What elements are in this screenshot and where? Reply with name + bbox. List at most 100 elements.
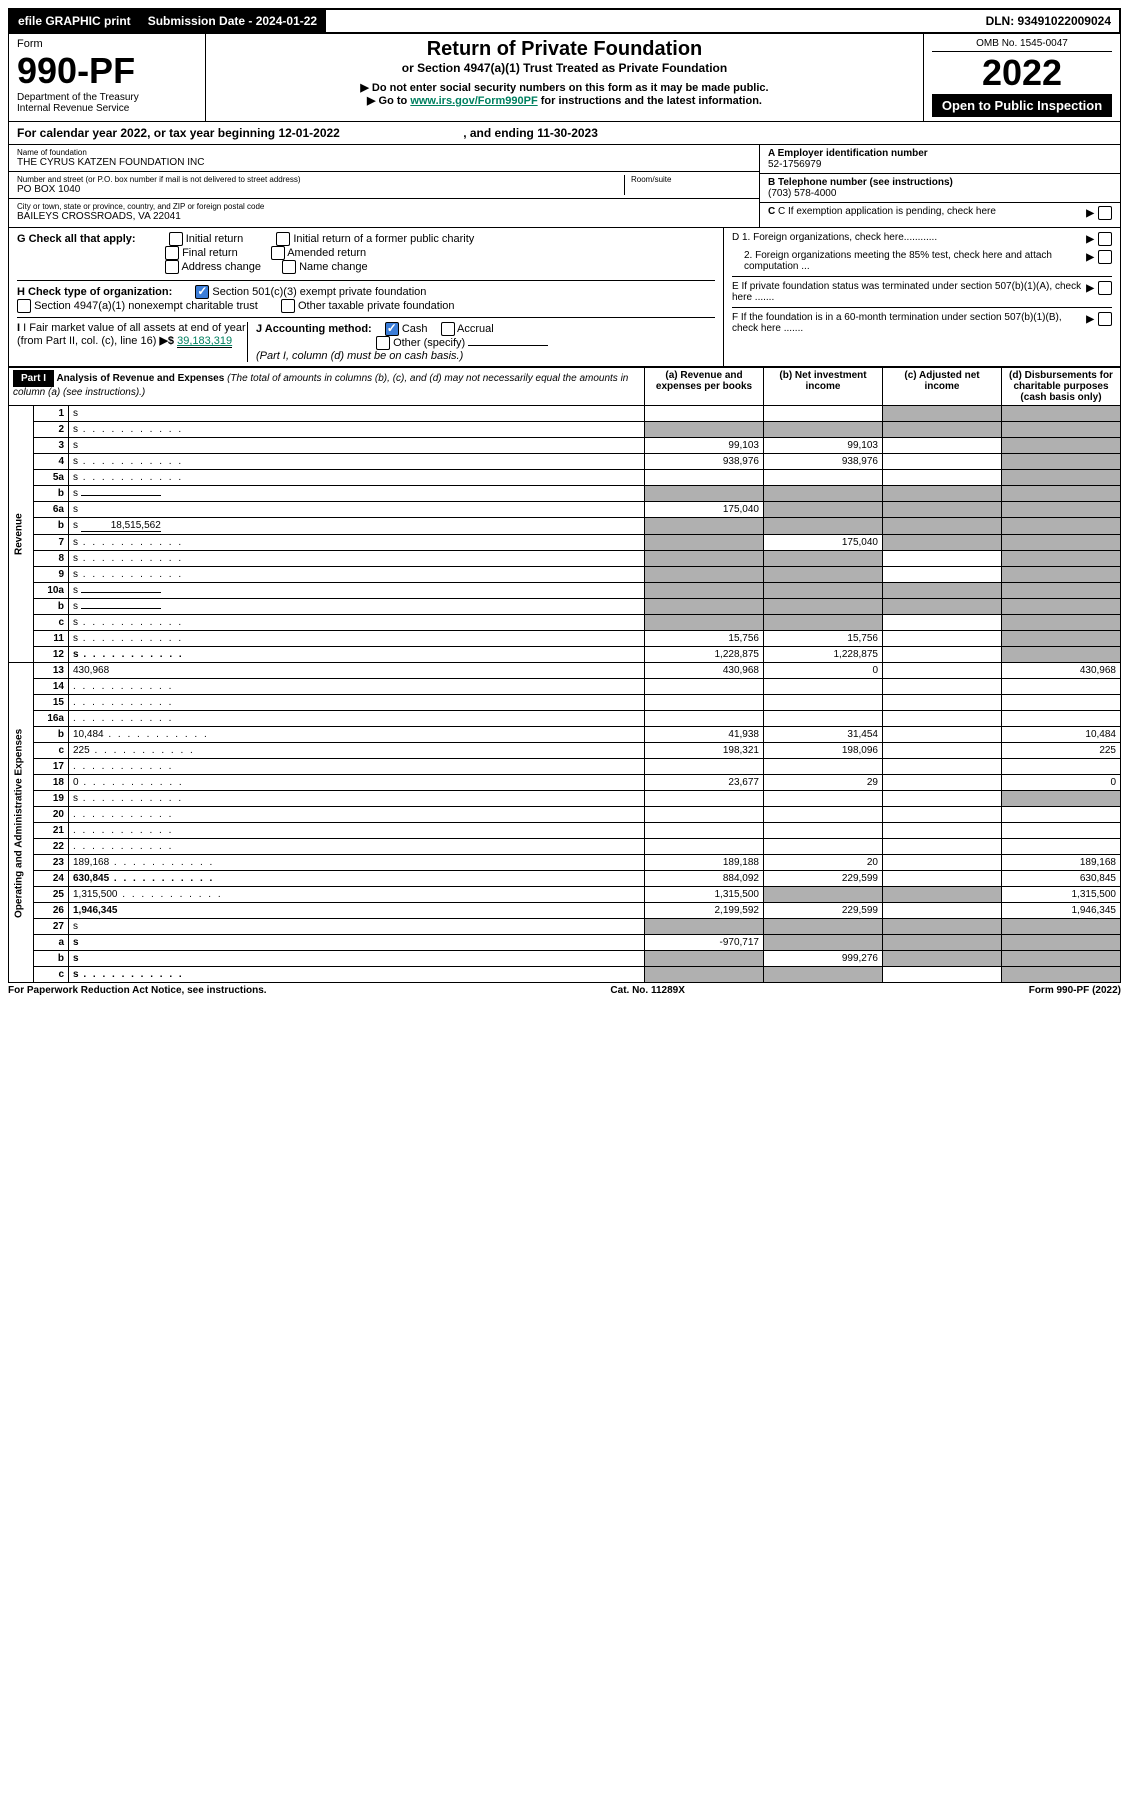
g-address-change[interactable]	[165, 260, 179, 274]
j-accrual[interactable]	[441, 322, 455, 336]
cell-b: 938,976	[764, 454, 883, 470]
cell-c	[883, 711, 1002, 727]
cell-c	[883, 967, 1002, 983]
line-description: s	[69, 502, 645, 518]
g-initial-former[interactable]	[276, 232, 290, 246]
efile-print-btn[interactable]: efile GRAPHIC print	[10, 10, 140, 32]
table-row: 22	[9, 839, 1121, 855]
d2-checkbox[interactable]	[1098, 250, 1112, 264]
table-row: 3s99,10399,103	[9, 438, 1121, 454]
revenue-vertical-label: Revenue	[9, 406, 34, 663]
cell-b	[764, 695, 883, 711]
g-opt-3: Amended return	[287, 247, 366, 259]
g-label: G Check all that apply:	[17, 233, 136, 245]
line-description	[69, 839, 645, 855]
table-row: Operating and Administrative Expenses134…	[9, 663, 1121, 679]
j-opt-1: Accrual	[457, 323, 494, 335]
goto-link[interactable]: www.irs.gov/Form990PF	[410, 95, 537, 107]
phone-label: B Telephone number (see instructions)	[768, 177, 1112, 188]
part1-table: Part I Analysis of Revenue and Expenses …	[8, 367, 1121, 983]
table-row: 11s15,75615,756	[9, 631, 1121, 647]
cell-a: 175,040	[645, 502, 764, 518]
g-initial-return[interactable]	[169, 232, 183, 246]
h-opt-1: Section 501(c)(3) exempt private foundat…	[212, 286, 426, 298]
line-number: 15	[34, 695, 69, 711]
cell-c	[883, 775, 1002, 791]
cell-a: 430,968	[645, 663, 764, 679]
ein-label: A Employer identification number	[768, 148, 1112, 159]
cell-d	[1002, 791, 1121, 807]
d1-checkbox[interactable]	[1098, 232, 1112, 246]
line-number: 25	[34, 887, 69, 903]
cell-a: -970,717	[645, 935, 764, 951]
line-number: 6a	[34, 502, 69, 518]
line-number: c	[34, 967, 69, 983]
city-label: City or town, state or province, country…	[17, 202, 751, 211]
line-description: 225	[69, 743, 645, 759]
cell-c	[883, 951, 1002, 967]
cell-a	[645, 695, 764, 711]
submission-date: Submission Date - 2024-01-22	[140, 10, 326, 32]
f-label: F If the foundation is in a 60-month ter…	[732, 312, 1086, 334]
f-checkbox[interactable]	[1098, 312, 1112, 326]
cell-d	[1002, 967, 1121, 983]
table-row: 19s	[9, 791, 1121, 807]
cell-d	[1002, 599, 1121, 615]
h-501c3[interactable]	[195, 285, 209, 299]
line-number: 5a	[34, 470, 69, 486]
table-row: 24630,845884,092229,599630,845	[9, 871, 1121, 887]
cell-d	[1002, 839, 1121, 855]
cell-a	[645, 567, 764, 583]
check-section: G Check all that apply: Initial return I…	[8, 228, 1121, 367]
cell-a: 99,103	[645, 438, 764, 454]
table-row: 27s	[9, 919, 1121, 935]
g-final-return[interactable]	[165, 246, 179, 260]
cell-b	[764, 502, 883, 518]
g-name-change[interactable]	[282, 260, 296, 274]
cell-d	[1002, 422, 1121, 438]
table-row: 16a	[9, 711, 1121, 727]
cell-a	[645, 422, 764, 438]
line-number: 16a	[34, 711, 69, 727]
table-row: Revenue1s	[9, 406, 1121, 422]
line-number: 2	[34, 422, 69, 438]
g-amended-return[interactable]	[271, 246, 285, 260]
cell-d	[1002, 679, 1121, 695]
line-description: s	[69, 486, 645, 502]
line-number: 18	[34, 775, 69, 791]
line-number: 23	[34, 855, 69, 871]
table-row: 14	[9, 679, 1121, 695]
cell-a: 41,938	[645, 727, 764, 743]
line-description	[69, 807, 645, 823]
line-number: b	[34, 951, 69, 967]
ein-value: 52-1756979	[768, 159, 1112, 170]
line-number: 26	[34, 903, 69, 919]
line-description: s	[69, 454, 645, 470]
cell-d: 0	[1002, 775, 1121, 791]
j-cash[interactable]	[385, 322, 399, 336]
j-other[interactable]	[376, 336, 390, 350]
phone-value: (703) 578-4000	[768, 188, 1112, 199]
h-other-taxable[interactable]	[281, 299, 295, 313]
i-fmv-value[interactable]: 39,183,319	[177, 335, 232, 348]
h-4947[interactable]	[17, 299, 31, 313]
d2-label: 2. Foreign organizations meeting the 85%…	[732, 250, 1086, 272]
col-c-header: (c) Adjusted net income	[883, 368, 1002, 406]
table-row: bs	[9, 486, 1121, 502]
cell-c	[883, 422, 1002, 438]
cell-c	[883, 807, 1002, 823]
e-checkbox[interactable]	[1098, 281, 1112, 295]
line-number: 19	[34, 791, 69, 807]
cell-b	[764, 839, 883, 855]
expenses-vertical-label: Operating and Administrative Expenses	[9, 663, 34, 983]
table-row: 5as	[9, 470, 1121, 486]
cell-a: 23,677	[645, 775, 764, 791]
line-number: 24	[34, 871, 69, 887]
cell-c	[883, 438, 1002, 454]
g-opt-5: Name change	[299, 261, 368, 273]
line-number: 4	[34, 454, 69, 470]
cell-c	[883, 695, 1002, 711]
cell-a	[645, 679, 764, 695]
c-checkbox[interactable]	[1098, 206, 1112, 220]
cell-b: 31,454	[764, 727, 883, 743]
